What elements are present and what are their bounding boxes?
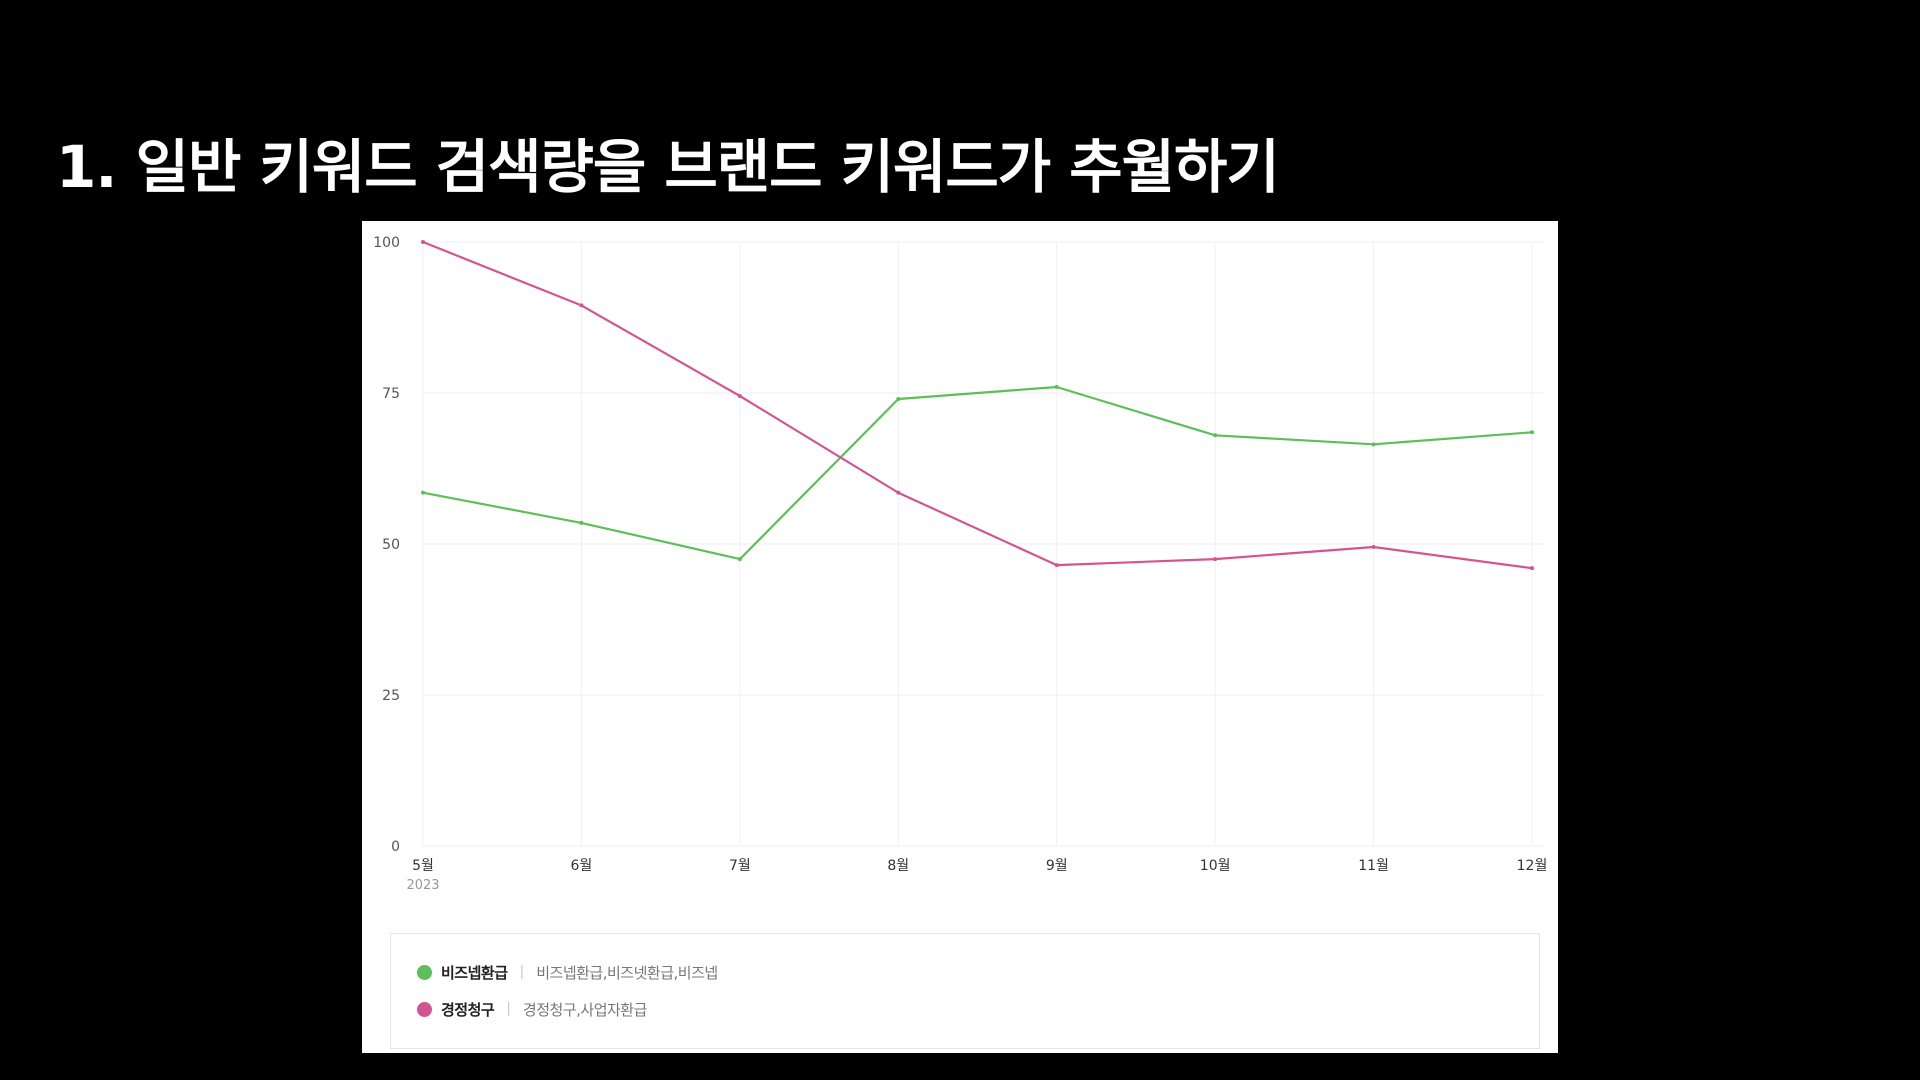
chart-legend: 비즈넵환급 | 비즈넵환급,비즈넷환급,비즈넵 경정청구 | 경정청구,사업자환… (390, 933, 1540, 1049)
legend-separator: | (506, 1001, 511, 1017)
legend-item-keywords: 비즈넵환급,비즈넷환급,비즈넵 (536, 963, 718, 982)
data-point[interactable] (421, 490, 425, 495)
data-point[interactable] (579, 303, 584, 308)
x-tick-label: 11월 (1358, 858, 1389, 874)
data-point[interactable] (1213, 557, 1218, 562)
data-point[interactable] (737, 394, 742, 399)
x-tick-label: 9월 (1046, 858, 1068, 874)
data-point[interactable] (1213, 433, 1218, 438)
legend-marker (417, 964, 432, 980)
data-point[interactable] (1054, 384, 1059, 389)
legend-item-name: 비즈넵환급 (441, 963, 508, 982)
slide-title: 1. 일반 키워드 검색량을 브랜드 키워드가 추월하기 (56, 133, 1280, 201)
y-tick-label: 0 (391, 839, 400, 855)
y-tick-label: 25 (382, 688, 400, 704)
series-line-1 (421, 240, 1534, 570)
legend-item-gyeongjeong[interactable]: 경정청구 | 경정청구,사업자환급 (417, 997, 647, 1021)
data-point[interactable] (737, 557, 742, 562)
y-tick-label: 50 (382, 537, 400, 553)
data-point[interactable] (1530, 566, 1534, 571)
y-tick-label: 75 (382, 386, 400, 402)
legend-item-name: 경정청구 (441, 1000, 495, 1019)
y-tick-label: 100 (373, 235, 400, 251)
x-tick-label: 6월 (571, 858, 593, 874)
data-point[interactable] (896, 490, 901, 495)
y-axis: 0 25 50 75 100 (373, 235, 400, 855)
chart-grid (422, 241, 1544, 847)
x-tick-label: 10월 (1200, 858, 1231, 874)
x-axis: 5월 6월 7월 8월 9월 10월 11월 12월 2023 (406, 858, 1547, 893)
data-point[interactable] (1530, 430, 1534, 435)
legend-item-keywords: 경정청구,사업자환급 (522, 1000, 647, 1019)
data-point[interactable] (421, 240, 425, 244)
x-tick-label: 12월 (1517, 858, 1548, 874)
data-point[interactable] (1054, 563, 1059, 568)
legend-marker (417, 1001, 432, 1017)
line-chart: 0 25 50 75 100 5월 6월 7월 8월 9월 10월 11월 12월 2023 (373, 235, 1547, 893)
chart-panel: 0 25 50 75 100 5월 6월 7월 8월 9월 10월 11월 12월 2023 비즈넵환급… (362, 221, 1558, 1053)
data-point[interactable] (579, 520, 584, 525)
data-point[interactable] (896, 397, 901, 402)
series-line-0 (421, 385, 1534, 561)
chart-series (421, 240, 1534, 571)
x-year-label: 2023 (406, 878, 439, 893)
x-tick-label: 7월 (729, 858, 751, 874)
legend-item-bizneb[interactable]: 비즈넵환급 | 비즈넵환급,비즈넷환급,비즈넵 (417, 960, 718, 984)
x-tick-label: 8월 (887, 858, 909, 874)
data-point[interactable] (1371, 442, 1376, 447)
x-tick-label: 5월 (412, 858, 434, 874)
legend-separator: | (519, 964, 525, 980)
data-point[interactable] (1371, 545, 1376, 550)
